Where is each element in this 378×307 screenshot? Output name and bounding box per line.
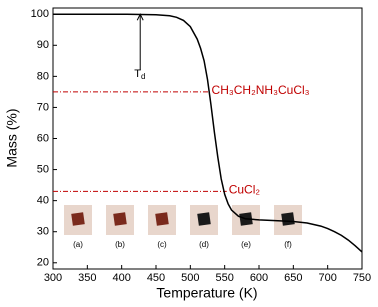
td-label: Td	[134, 68, 145, 81]
y-tick-label: 90	[37, 39, 49, 51]
x-tick-label: 650	[284, 272, 302, 284]
y-tick-label: 20	[37, 257, 49, 269]
y-tick-label: 80	[37, 70, 49, 82]
photo-label: (e)	[241, 240, 251, 249]
x-tick-label: 550	[215, 272, 233, 284]
td-label-sub: d	[141, 72, 145, 81]
photo-label: (f)	[284, 240, 292, 249]
photo-label: (d)	[199, 240, 209, 249]
x-tick-label: 700	[318, 272, 336, 284]
x-tick-label: 300	[44, 272, 62, 284]
y-axis-title: Mass (%)	[4, 108, 20, 167]
x-tick-label: 600	[250, 272, 268, 284]
y-tick-label: 50	[37, 163, 49, 175]
y-tick-label: 100	[31, 8, 49, 20]
photo-sample	[71, 212, 85, 226]
y-tick-label: 60	[37, 132, 49, 144]
photo-sample	[281, 212, 295, 226]
y-tick-label: 30	[37, 226, 49, 238]
y-tick-label: 40	[37, 195, 49, 207]
x-tick-label: 500	[181, 272, 199, 284]
y-tick-label: 70	[37, 101, 49, 113]
reference-label: CuCl₂	[229, 182, 261, 196]
x-axis-title: Temperature (K)	[156, 285, 257, 301]
x-tick-label: 450	[147, 272, 165, 284]
td-label-main: T	[134, 68, 141, 80]
reference-label: CH₃CH₂NH₃CuCl₃	[212, 83, 310, 97]
photo-sample	[155, 212, 169, 226]
photo-label: (b)	[115, 240, 125, 249]
x-tick-label: 350	[78, 272, 96, 284]
photo-sample	[113, 212, 127, 226]
x-tick-label: 400	[112, 272, 130, 284]
photo-sample	[197, 212, 211, 226]
photo-label: (a)	[73, 240, 83, 249]
x-tick-label: 750	[353, 272, 371, 284]
photo-label: (c)	[157, 240, 167, 249]
curve	[53, 13, 363, 253]
